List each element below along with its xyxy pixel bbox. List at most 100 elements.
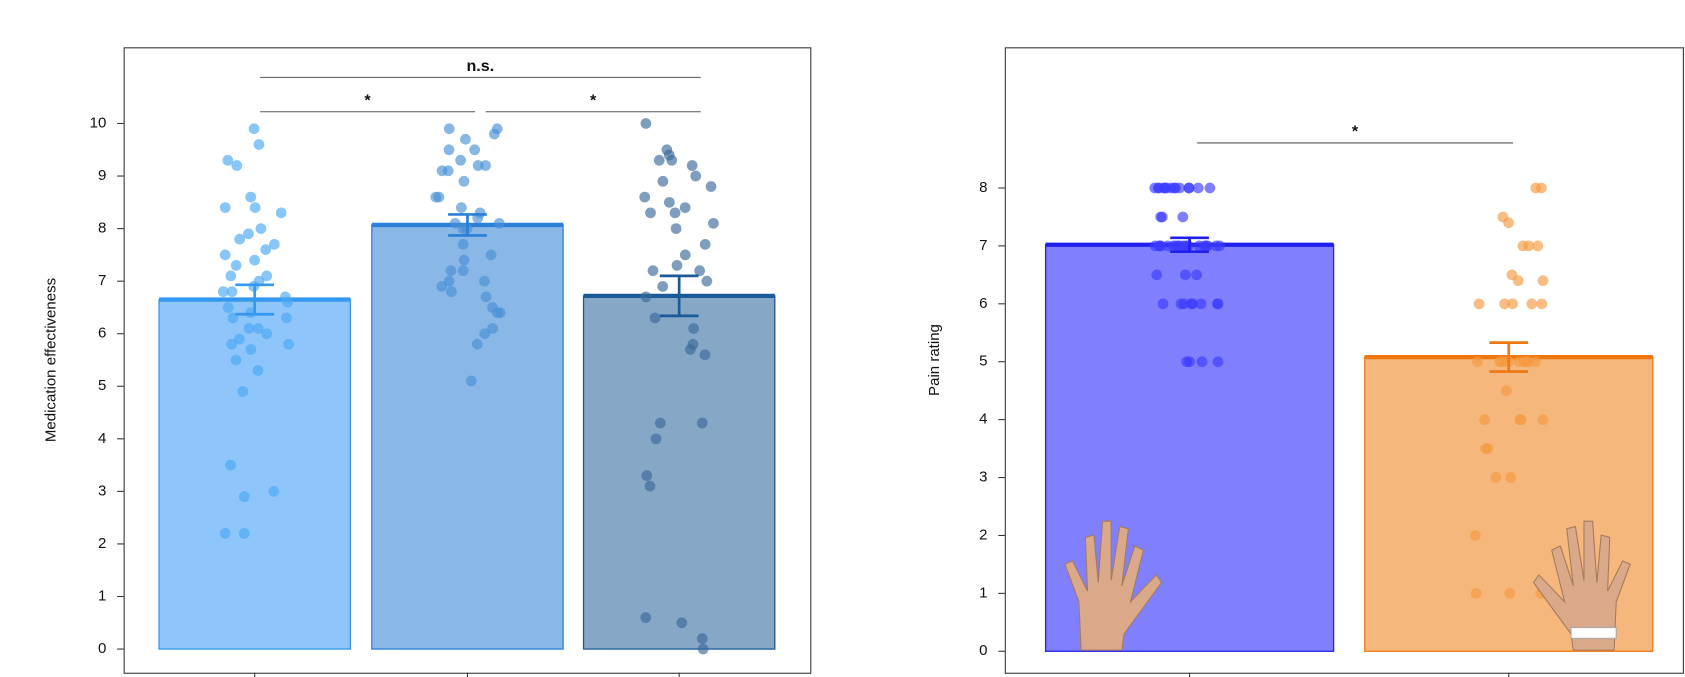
data-point (1211, 241, 1222, 252)
data-point (1482, 443, 1493, 454)
data-point (246, 344, 257, 355)
data-point (459, 255, 470, 266)
y-tick-label: 5 (98, 377, 106, 394)
data-point (225, 271, 236, 282)
data-point (1526, 298, 1537, 309)
data-point (1530, 356, 1541, 367)
data-point (1158, 298, 1169, 309)
y-tick-label: 3 (979, 469, 987, 486)
data-point (680, 202, 691, 213)
data-point (657, 176, 668, 187)
data-point (1490, 472, 1501, 483)
y-tick-label: 2 (98, 535, 106, 552)
data-point (261, 328, 272, 339)
data-point (234, 234, 245, 245)
data-point (250, 202, 261, 213)
data-point (436, 281, 447, 292)
data-point (1494, 356, 1505, 367)
data-point (283, 339, 294, 350)
data-point (1149, 183, 1160, 194)
data-point (670, 207, 681, 218)
y-tick-label: 6 (979, 295, 987, 312)
data-point (694, 265, 705, 276)
data-point (1213, 356, 1224, 367)
y-tick-label: 4 (979, 411, 987, 428)
data-point (276, 207, 287, 218)
data-point (1161, 183, 1172, 194)
data-point (680, 250, 691, 261)
data-point (472, 339, 483, 350)
figure: Medication effectiveness012345678910n.s.… (0, 0, 1685, 677)
data-point (1470, 530, 1481, 541)
y-tick-label: 5 (979, 353, 987, 370)
data-point (1194, 241, 1205, 252)
y-tick-label: 6 (98, 325, 106, 342)
data-point (446, 286, 457, 297)
y-axis-label: Pain rating (926, 324, 943, 396)
data-point (698, 644, 709, 655)
data-point (249, 255, 260, 266)
data-point (1179, 298, 1190, 309)
data-point (456, 202, 467, 213)
significance-label: * (590, 91, 597, 109)
data-point (641, 470, 652, 481)
data-point (1505, 472, 1516, 483)
data-point (256, 223, 267, 234)
data-point (639, 192, 650, 203)
data-point (486, 250, 497, 261)
data-point (226, 339, 237, 350)
data-point (460, 134, 471, 145)
y-tick-label: 8 (979, 179, 987, 196)
data-point (1151, 269, 1162, 280)
significance-label: * (1352, 122, 1359, 140)
y-tick-label: 0 (979, 642, 987, 659)
data-point (231, 160, 242, 171)
data-point (455, 155, 466, 166)
data-point (1536, 298, 1547, 309)
data-point (489, 129, 500, 140)
bar (584, 296, 775, 649)
data-point (254, 139, 265, 150)
data-point (1530, 183, 1541, 194)
data-point (1212, 298, 1223, 309)
data-point (1479, 414, 1490, 425)
data-point (494, 218, 505, 229)
data-point (671, 223, 682, 234)
data-point (645, 481, 656, 492)
data-point (245, 192, 256, 203)
y-tick-label: 7 (98, 272, 106, 289)
data-point (220, 202, 231, 213)
data-point (220, 528, 231, 539)
data-point (223, 302, 234, 313)
data-point (700, 239, 711, 250)
data-point (666, 155, 677, 166)
data-point (253, 365, 264, 376)
data-point (1501, 385, 1512, 396)
y-tick-label: 0 (98, 640, 106, 657)
data-point (657, 281, 668, 292)
data-point (268, 486, 279, 497)
data-point (446, 265, 457, 276)
data-point (1471, 588, 1482, 599)
data-point (444, 144, 455, 155)
y-tick-label: 4 (98, 430, 106, 447)
data-point (1180, 269, 1191, 280)
data-point (1507, 298, 1518, 309)
data-point (459, 176, 470, 187)
data-point (1538, 275, 1549, 286)
data-point (641, 292, 652, 303)
data-point (1205, 183, 1216, 194)
data-point (220, 250, 231, 261)
data-point (443, 165, 454, 176)
data-point (664, 197, 675, 208)
data-point (640, 612, 651, 623)
data-point (688, 323, 699, 334)
data-point (650, 313, 661, 324)
y-tick-label: 1 (98, 587, 106, 604)
data-point (458, 239, 469, 250)
data-point (466, 376, 477, 387)
data-point (225, 460, 236, 471)
data-point (218, 286, 229, 297)
data-point (282, 297, 293, 308)
data-point (651, 433, 662, 444)
